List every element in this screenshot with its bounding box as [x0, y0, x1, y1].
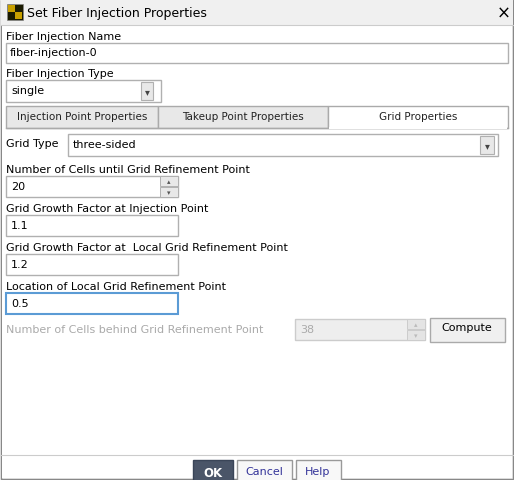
- Bar: [160, 188, 178, 198]
- Bar: [158, 107, 328, 129]
- Text: Help: Help: [305, 466, 331, 476]
- Text: ▾: ▾: [167, 190, 171, 195]
- Bar: [328, 107, 508, 129]
- Text: ▴: ▴: [167, 179, 171, 185]
- Text: 0.5: 0.5: [11, 299, 29, 308]
- Bar: [407, 319, 425, 329]
- Text: ▾: ▾: [485, 141, 489, 151]
- Text: 1.1: 1.1: [11, 220, 29, 230]
- Text: OK: OK: [204, 466, 223, 479]
- Bar: [6, 293, 178, 314]
- Bar: [1, 1, 513, 26]
- Text: Location of Local Grid Refinement Point: Location of Local Grid Refinement Point: [6, 281, 226, 291]
- Bar: [15, 13, 22, 20]
- Text: Cancel: Cancel: [245, 466, 283, 476]
- Text: 38: 38: [300, 324, 314, 334]
- Text: Takeup Point Properties: Takeup Point Properties: [182, 112, 304, 122]
- Text: Grid Growth Factor at Injection Point: Grid Growth Factor at Injection Point: [6, 204, 208, 214]
- Text: ▾: ▾: [144, 87, 150, 97]
- Bar: [6, 44, 508, 64]
- Bar: [68, 135, 498, 156]
- Bar: [7, 5, 23, 21]
- Text: 1.2: 1.2: [11, 260, 29, 269]
- Bar: [141, 83, 153, 101]
- Bar: [430, 318, 505, 342]
- Bar: [8, 6, 15, 13]
- Text: ▴: ▴: [414, 321, 418, 327]
- Text: Set Fiber Injection Properties: Set Fiber Injection Properties: [27, 7, 207, 20]
- Text: 20: 20: [11, 181, 25, 192]
- Bar: [295, 319, 425, 340]
- Text: three-sided: three-sided: [73, 140, 137, 150]
- Text: Number of Cells until Grid Refinement Point: Number of Cells until Grid Refinement Po…: [6, 165, 250, 175]
- Bar: [193, 460, 233, 480]
- Text: ×: ×: [497, 5, 511, 23]
- Bar: [329, 128, 507, 130]
- Text: Number of Cells behind Grid Refinement Point: Number of Cells behind Grid Refinement P…: [6, 324, 263, 334]
- Bar: [6, 107, 158, 129]
- Bar: [6, 81, 161, 103]
- Text: Grid Growth Factor at  Local Grid Refinement Point: Grid Growth Factor at Local Grid Refinem…: [6, 242, 288, 252]
- Text: Fiber Injection Type: Fiber Injection Type: [6, 69, 114, 79]
- Bar: [6, 177, 178, 198]
- Bar: [407, 330, 425, 340]
- Bar: [160, 177, 178, 187]
- Text: Injection Point Properties: Injection Point Properties: [17, 112, 147, 122]
- Bar: [480, 137, 494, 155]
- Bar: [6, 254, 178, 276]
- Text: Compute: Compute: [442, 323, 492, 332]
- Bar: [6, 216, 178, 237]
- Text: fiber-injection-0: fiber-injection-0: [10, 48, 98, 58]
- Text: Grid Type: Grid Type: [6, 139, 59, 149]
- Text: single: single: [11, 86, 44, 96]
- Bar: [296, 460, 341, 480]
- Bar: [237, 460, 292, 480]
- Text: Fiber Injection Name: Fiber Injection Name: [6, 32, 121, 42]
- Text: ▾: ▾: [414, 332, 418, 338]
- Text: Grid Properties: Grid Properties: [379, 112, 457, 122]
